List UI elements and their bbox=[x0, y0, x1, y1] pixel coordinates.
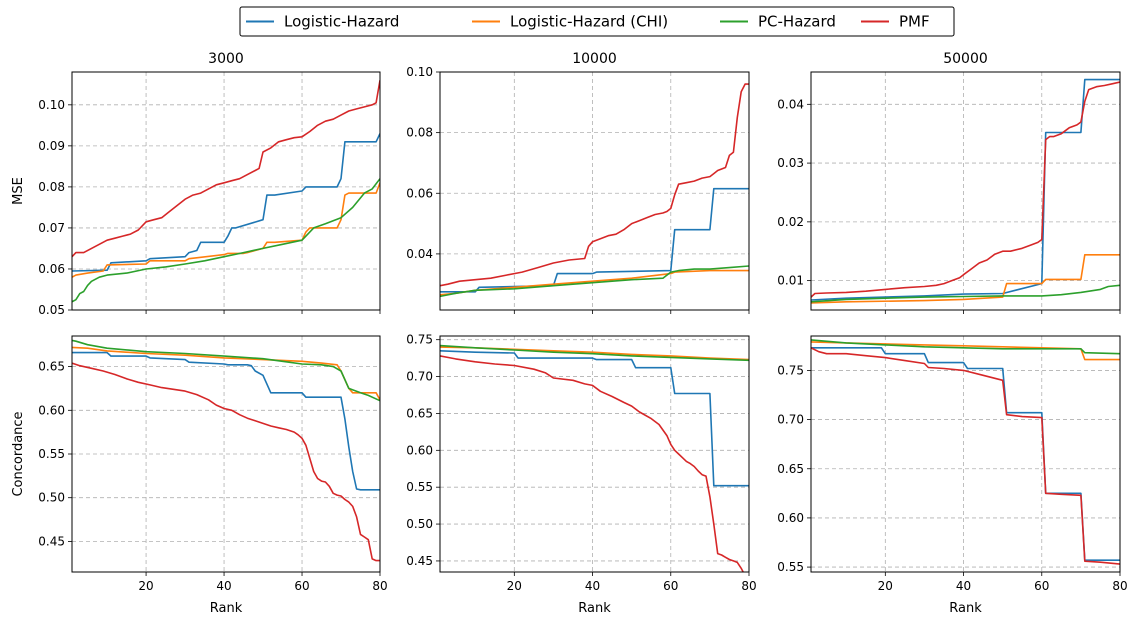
y-tick-label: 0.08 bbox=[38, 180, 65, 194]
series-line bbox=[72, 178, 380, 303]
x-axis-label: Rank bbox=[949, 601, 982, 616]
series-line bbox=[811, 254, 1120, 304]
axes-frame bbox=[439, 71, 750, 311]
y-tick-label: 0.65 bbox=[777, 462, 804, 476]
axes-frame bbox=[439, 335, 750, 573]
y-tick-label: 0.75 bbox=[777, 363, 804, 377]
y-tick-label: 0.50 bbox=[406, 517, 433, 531]
x-tick-label: 60 bbox=[294, 579, 309, 593]
y-axis-label: Concordance bbox=[11, 411, 26, 496]
x-tick-label: 20 bbox=[138, 579, 153, 593]
subplot: 20 40 60 80 0.55 0.60 0.65 0.70 0.75 Rank bbox=[777, 335, 1128, 616]
legend-label: Logistic-Hazard (CHI) bbox=[510, 13, 668, 31]
x-axis-label: Rank bbox=[578, 601, 611, 616]
series-line bbox=[440, 355, 745, 572]
series-line bbox=[440, 350, 749, 487]
y-tick-label: 0.08 bbox=[406, 126, 433, 140]
axes-frame bbox=[71, 71, 381, 311]
legend-entry: Logistic-Hazard (CHI) bbox=[472, 13, 668, 31]
subplot: 0.01 0.02 0.03 0.04 50000 bbox=[777, 51, 1121, 314]
series-line bbox=[811, 284, 1120, 303]
subplot: 0.04 0.06 0.08 0.10 10000 bbox=[406, 51, 750, 314]
y-tick-label: 0.70 bbox=[406, 370, 433, 384]
subplot-title: 10000 bbox=[572, 51, 617, 67]
series-line bbox=[440, 187, 749, 293]
legend-entry: PC-Hazard bbox=[720, 13, 836, 31]
legend: Logistic-Hazard Logistic-Hazard (CHI) PC-H… bbox=[239, 6, 955, 37]
y-tick-label: 0.09 bbox=[38, 139, 65, 153]
y-tick-label: 0.65 bbox=[406, 406, 433, 420]
plot-grid: 0.050.060.070.080.090.103000MSE0.040.060… bbox=[11, 51, 1128, 616]
series-line bbox=[440, 83, 749, 287]
x-tick-label: 40 bbox=[216, 579, 231, 593]
y-tick-label: 0.75 bbox=[406, 333, 433, 347]
series-line bbox=[811, 341, 1120, 361]
x-tick-label: 40 bbox=[585, 579, 600, 593]
x-tick-label: 60 bbox=[663, 579, 678, 593]
y-tick-label: 0.60 bbox=[777, 511, 804, 525]
y-tick-label: 0.01 bbox=[777, 274, 804, 288]
y-tick-label: 0.45 bbox=[38, 534, 65, 548]
series-line bbox=[440, 265, 749, 298]
y-tick-label: 0.60 bbox=[406, 443, 433, 457]
y-tick-label: 0.55 bbox=[777, 560, 804, 574]
axes-frame bbox=[810, 335, 1121, 573]
y-tick-label: 0.65 bbox=[38, 360, 65, 374]
y-tick-label: 0.10 bbox=[38, 98, 65, 112]
y-tick-label: 0.04 bbox=[406, 247, 433, 261]
x-tick-label: 80 bbox=[1112, 579, 1127, 593]
series-line bbox=[440, 344, 749, 362]
y-tick-label: 0.02 bbox=[777, 215, 804, 229]
y-tick-label: 0.10 bbox=[406, 65, 433, 79]
subplot: 20 40 60 80 0.45 0.50 0.55 0.60 0.65 Rank Concorda… bbox=[11, 335, 388, 616]
series-line bbox=[811, 81, 1120, 298]
y-tick-label: 0.60 bbox=[38, 403, 65, 417]
legend-label: PMF bbox=[899, 13, 930, 31]
legend-label: Logistic-Hazard bbox=[284, 13, 399, 31]
x-axis-label: Rank bbox=[210, 601, 243, 616]
y-axis-label: MSE bbox=[11, 177, 26, 205]
y-tick-label: 0.55 bbox=[406, 480, 433, 494]
series-line bbox=[72, 362, 380, 562]
x-tick-label: 80 bbox=[741, 579, 756, 593]
y-tick-label: 0.55 bbox=[38, 447, 65, 461]
series-line bbox=[811, 346, 1120, 562]
series-line bbox=[72, 80, 380, 258]
y-tick-label: 0.07 bbox=[38, 221, 65, 235]
subplot-title: 3000 bbox=[208, 51, 244, 67]
y-tick-label: 0.50 bbox=[38, 491, 65, 505]
y-tick-label: 0.04 bbox=[777, 97, 804, 111]
legend-entry: PMF bbox=[861, 13, 930, 31]
legend-entry: Logistic-Hazard bbox=[246, 13, 399, 31]
subplot: 0.05 0.06 0.07 0.08 0.09 0.10 3000 MSE bbox=[11, 51, 381, 317]
subplot-title: 50000 bbox=[943, 51, 988, 67]
y-tick-label: 0.05 bbox=[38, 303, 65, 317]
series-line bbox=[811, 347, 1120, 565]
series-line bbox=[72, 351, 380, 491]
y-tick-label: 0.06 bbox=[406, 186, 433, 200]
x-tick-label: 20 bbox=[878, 579, 893, 593]
x-tick-label: 20 bbox=[507, 579, 522, 593]
series-line bbox=[811, 78, 1120, 301]
legend-frame bbox=[239, 6, 955, 37]
x-tick-label: 80 bbox=[372, 579, 387, 593]
y-tick-label: 0.03 bbox=[777, 156, 804, 170]
subplot: 20 40 60 80 0.45 0.50 0.55 0.60 0.65 0.70 0.75 Rank bbox=[406, 333, 756, 616]
series-line bbox=[72, 133, 380, 272]
legend-label: PC-Hazard bbox=[758, 13, 836, 31]
series-line bbox=[72, 339, 380, 402]
x-tick-label: 40 bbox=[956, 579, 971, 593]
series-line bbox=[72, 346, 380, 401]
x-tick-label: 60 bbox=[1034, 579, 1049, 593]
series-line bbox=[811, 339, 1120, 355]
y-tick-label: 0.06 bbox=[38, 262, 65, 276]
axes-frame bbox=[810, 71, 1121, 311]
y-tick-label: 0.45 bbox=[406, 554, 433, 568]
y-tick-label: 0.70 bbox=[777, 413, 804, 427]
